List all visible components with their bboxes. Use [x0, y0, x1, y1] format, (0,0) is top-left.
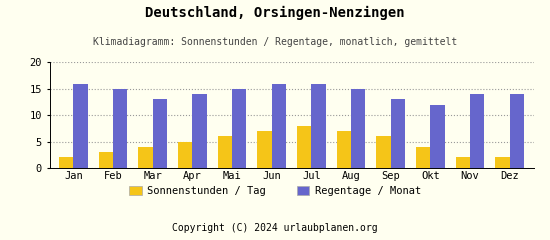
Text: Deutschland, Orsingen-Nenzingen: Deutschland, Orsingen-Nenzingen	[145, 6, 405, 20]
Bar	[73, 84, 87, 168]
Text: Klimadiagramm: Sonnenstunden / Regentage, monatlich, gemittelt: Klimadiagramm: Sonnenstunden / Regentage…	[93, 37, 457, 47]
Bar	[113, 89, 127, 168]
Bar	[257, 131, 272, 168]
Bar	[510, 94, 524, 168]
Bar	[470, 94, 485, 168]
Text: Copyright (C) 2024 urlaubplanen.org: Copyright (C) 2024 urlaubplanen.org	[172, 222, 378, 233]
Bar	[496, 157, 510, 168]
Bar	[297, 126, 311, 168]
Bar	[390, 99, 405, 168]
Bar	[192, 94, 207, 168]
Bar	[232, 89, 246, 168]
Bar	[59, 157, 73, 168]
Bar	[139, 147, 153, 168]
Bar	[351, 89, 365, 168]
Bar	[272, 84, 286, 168]
Bar	[311, 84, 326, 168]
Bar	[416, 147, 430, 168]
Bar	[218, 136, 232, 168]
Bar	[98, 152, 113, 168]
Legend: Sonnenstunden / Tag, Regentage / Monat: Sonnenstunden / Tag, Regentage / Monat	[125, 182, 425, 200]
Bar	[376, 136, 390, 168]
Bar	[430, 105, 444, 168]
Bar	[178, 142, 192, 168]
Bar	[153, 99, 167, 168]
Bar	[456, 157, 470, 168]
Bar	[337, 131, 351, 168]
